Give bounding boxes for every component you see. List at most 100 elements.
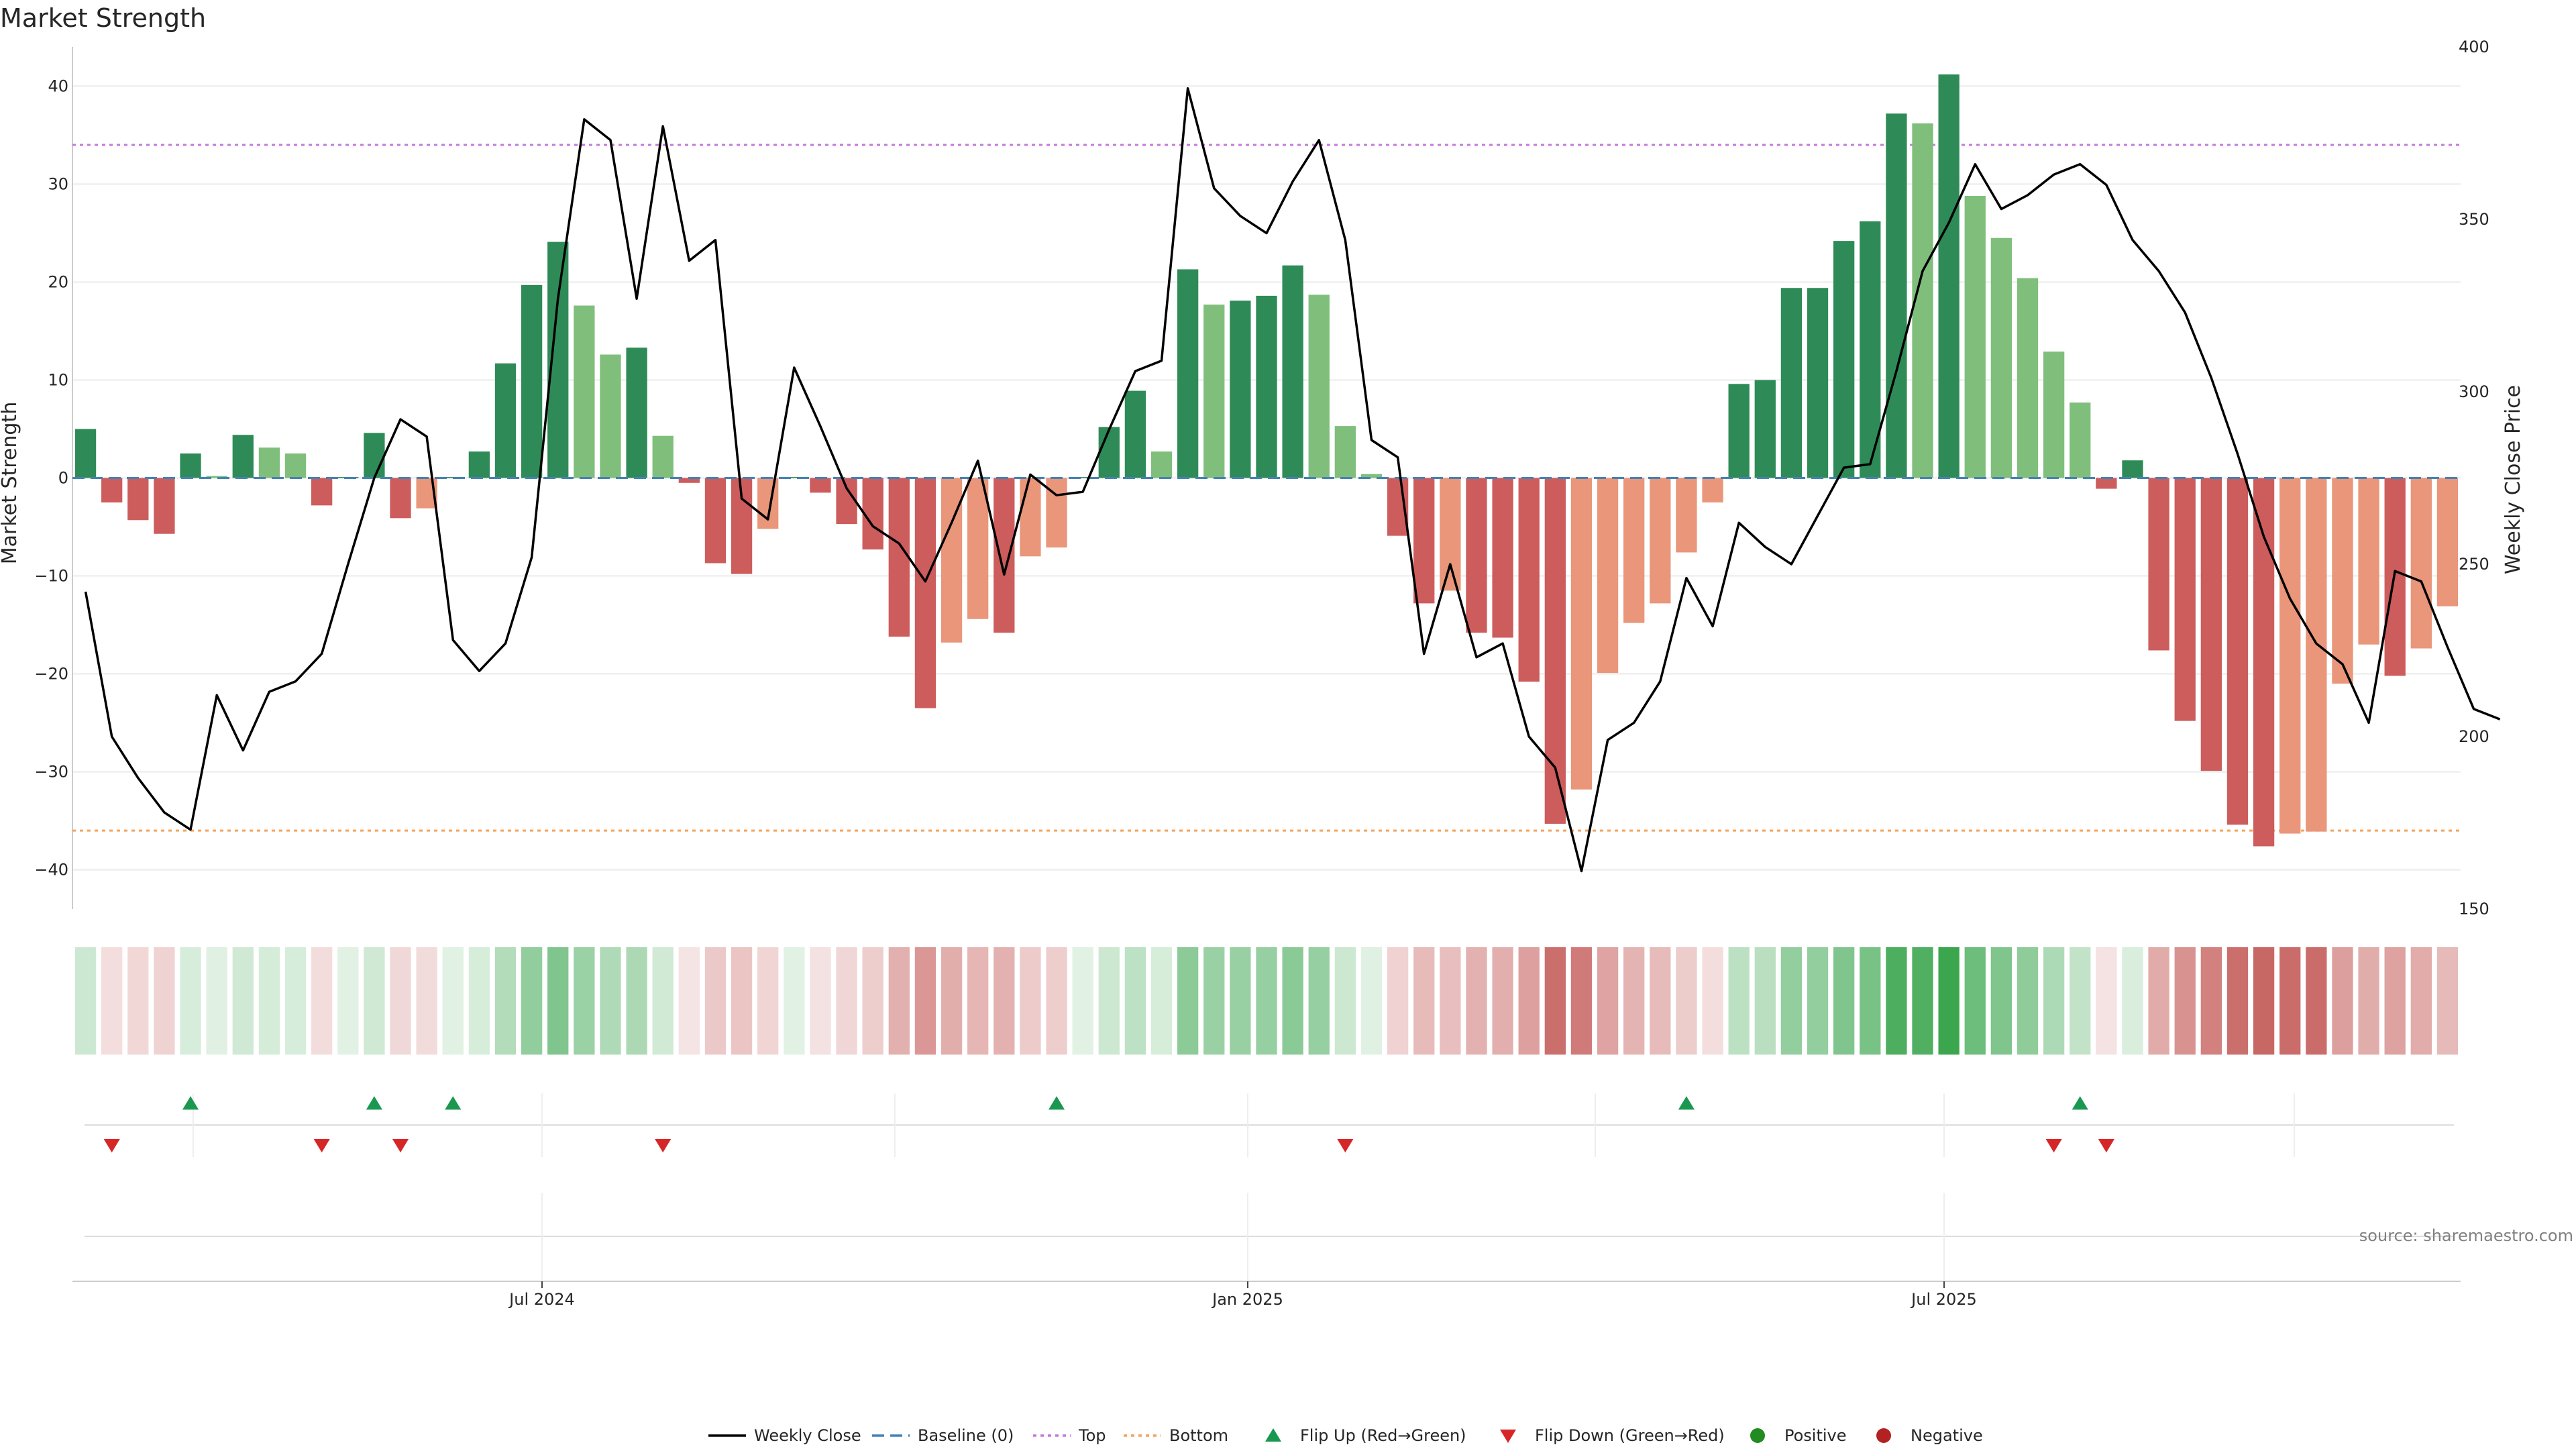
- heatmap-cell: [1754, 947, 1776, 1055]
- strength-bar: [862, 478, 883, 550]
- y2-tick-label: 350: [2459, 210, 2489, 229]
- strength-bar: [1020, 478, 1041, 557]
- strength-heatmap-strip: [74, 947, 2459, 1055]
- heatmap-cell: [2384, 947, 2406, 1055]
- heatmap-cell: [967, 947, 989, 1055]
- strength-bar: [652, 435, 674, 478]
- strength-bar: [101, 478, 123, 503]
- strength-bar: [180, 453, 201, 478]
- heatmap-cell: [1807, 947, 1829, 1055]
- right-axis-ticks: 400 350 300 250 200 150: [2459, 38, 2489, 918]
- heatmap-cell: [1230, 947, 1251, 1055]
- strength-bar: [232, 435, 254, 478]
- flip-down-marker: [655, 1139, 672, 1152]
- flip-down-marker: [1337, 1139, 1354, 1152]
- heatmap-cell: [2148, 947, 2169, 1055]
- strength-bar: [1833, 241, 1855, 478]
- strength-bar: [2410, 478, 2432, 649]
- heatmap-cell: [574, 947, 595, 1055]
- heatmap-cell: [994, 947, 1015, 1055]
- strength-bar: [2358, 478, 2379, 645]
- heatmap-cell: [836, 947, 857, 1055]
- heatmap-cell: [547, 947, 569, 1055]
- heatmap-cell: [2306, 947, 2327, 1055]
- legend-positive-marker: [1750, 1428, 1765, 1443]
- strength-bar: [836, 478, 857, 525]
- legend-label: Weekly Close: [754, 1426, 861, 1445]
- heatmap-cell: [1990, 947, 2012, 1055]
- heatmap-cell: [1072, 947, 1093, 1055]
- heatmap-cell: [1124, 947, 1146, 1055]
- flip-up-marker: [445, 1096, 462, 1110]
- heatmap-cell: [1518, 947, 1540, 1055]
- strength-bar: [2148, 478, 2169, 651]
- heatmap-cell: [180, 947, 201, 1055]
- heatmap-cell: [1492, 947, 1513, 1055]
- strength-bar: [521, 284, 543, 478]
- y2-tick-label: 300: [2459, 382, 2489, 401]
- strength-bar: [468, 451, 490, 478]
- flip-up-marker: [182, 1096, 199, 1110]
- strength-bar: [2017, 278, 2039, 478]
- strength-bar: [311, 478, 333, 506]
- strength-bar: [2226, 478, 2249, 825]
- legend-flip-down-marker: [1500, 1430, 1516, 1443]
- heatmap-cell: [2332, 947, 2353, 1055]
- y-tick-label: 40: [48, 76, 68, 95]
- heatmap-cell: [468, 947, 490, 1055]
- strength-bar: [600, 354, 621, 478]
- heatmap-cell: [784, 947, 805, 1055]
- strength-bar: [1807, 288, 1829, 478]
- heatmap-cell: [1046, 947, 1067, 1055]
- legend-label: Flip Down (Green→Red): [1535, 1426, 1725, 1445]
- price-line-group: [84, 87, 2501, 873]
- heatmap-cell: [1334, 947, 1356, 1055]
- y-tick-label: −40: [34, 861, 68, 879]
- flip-markers-panel: [72, 1093, 2461, 1282]
- heatmap-cell: [154, 947, 175, 1055]
- heatmap-cell: [652, 947, 674, 1055]
- heatmap-cell: [862, 947, 883, 1055]
- x-axis-ticks: Jul 2024 Jan 2025 Jul 2025: [508, 1281, 1977, 1309]
- heatmap-cell: [2174, 947, 2196, 1055]
- strength-bar: [284, 453, 307, 478]
- legend: Weekly Close Baseline (0) Top Bottom Flip Up…: [708, 1426, 1983, 1445]
- heatmap-cell: [337, 947, 359, 1055]
- flip-down-marker: [313, 1139, 330, 1152]
- heatmap-cell: [284, 947, 307, 1055]
- strength-bar: [967, 478, 989, 619]
- y2-axis-label: Weekly Close Price: [2502, 385, 2525, 574]
- strength-bar: [390, 478, 411, 519]
- heatmap-cell: [1912, 947, 1933, 1055]
- strength-bar: [1282, 265, 1303, 478]
- heatmap-cell: [888, 947, 910, 1055]
- strength-bar: [574, 305, 595, 478]
- legend-label: Positive: [1784, 1426, 1847, 1445]
- heatmap-cell: [1413, 947, 1435, 1055]
- strength-bar: [1413, 478, 1435, 604]
- heatmap-cell: [941, 947, 963, 1055]
- y-tick-label: 0: [58, 469, 68, 488]
- x-tick-label: Jan 2025: [1211, 1290, 1283, 1309]
- flip-down-marker: [392, 1139, 409, 1152]
- strength-bar: [1780, 288, 1803, 478]
- flip-up-marker: [1678, 1096, 1695, 1110]
- heatmap-cell: [442, 947, 464, 1055]
- strength-bar: [206, 476, 227, 478]
- heatmap-cell: [74, 947, 97, 1055]
- legend-label: Bottom: [1169, 1426, 1228, 1445]
- strength-bar: [494, 363, 517, 478]
- y-tick-label: −20: [34, 665, 68, 684]
- strength-bar: [704, 478, 727, 564]
- heatmap-cell: [1938, 947, 1960, 1055]
- heatmap-cell: [2279, 947, 2301, 1055]
- strength-bar: [1334, 426, 1356, 478]
- heatmap-cell: [2070, 947, 2091, 1055]
- strength-bar: [1650, 478, 1671, 604]
- y-tick-label: −30: [34, 763, 68, 782]
- heatmap-cell: [2253, 947, 2275, 1055]
- flip-up-marker: [2072, 1096, 2088, 1110]
- heatmap-cell: [416, 947, 437, 1055]
- legend-label: Top: [1078, 1426, 1106, 1445]
- strength-bar: [1728, 384, 1750, 478]
